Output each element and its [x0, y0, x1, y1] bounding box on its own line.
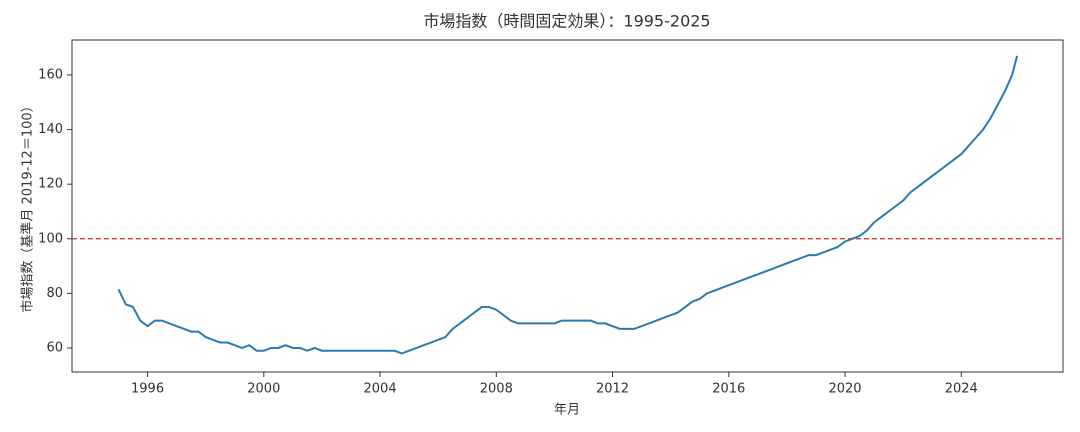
x-tick-label: 2004: [364, 382, 397, 397]
y-tick-label: 100: [38, 231, 63, 246]
x-tick-label: 2008: [480, 382, 513, 397]
x-tick-label: 2024: [945, 382, 978, 397]
x-tick-label: 2012: [596, 382, 629, 397]
x-tick-label: 2016: [712, 382, 745, 397]
chart-title: 市場指数（時間固定効果）：1995-2025: [423, 12, 710, 31]
y-tick-label: 160: [38, 67, 63, 82]
data-line: [117, 55, 1019, 355]
x-tick-label: 2020: [828, 382, 861, 397]
y-tick-label: 80: [46, 286, 63, 301]
x-axis-label: 年月: [554, 403, 580, 418]
y-axis-label: 市場指数（基準月 2019-12＝100）: [20, 99, 36, 312]
plot-frame: [71, 39, 1064, 373]
x-tick-label: 1996: [131, 382, 164, 397]
y-tick-label: 140: [38, 122, 63, 137]
y-tick-label: 120: [38, 177, 63, 192]
y-tick-label: 60: [46, 340, 63, 355]
x-tick-label: 2000: [247, 382, 280, 397]
